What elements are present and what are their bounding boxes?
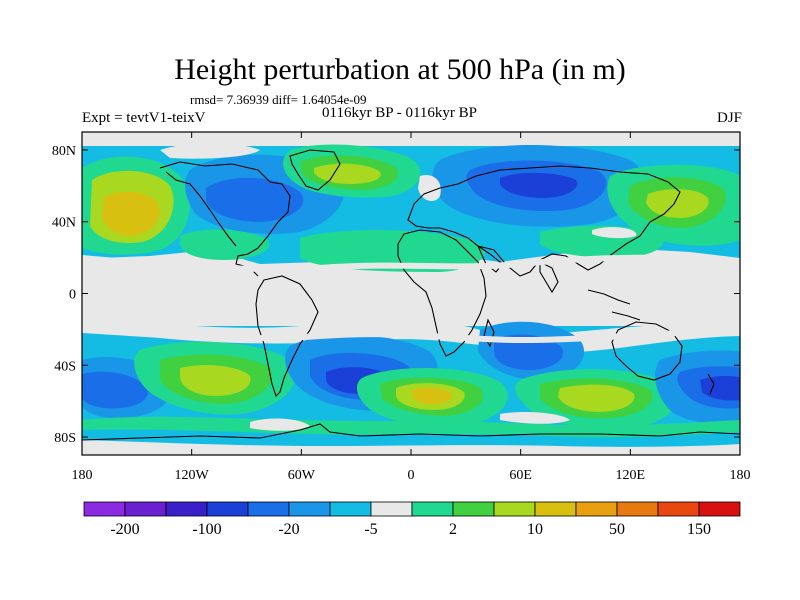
colorbar-box [370,501,413,517]
lat-tick-label: 40N [52,216,76,231]
colorbar-box [206,501,249,517]
lon-tick-label: 60E [509,468,532,483]
rmsd-diff-stats: rmsd= 7.36939 diff= 1.64054e-09 [190,92,367,107]
colorbar-box [247,501,290,517]
colorbar-box [411,501,454,517]
colorbar-tick-label: 150 [687,521,711,538]
colorbar-box [616,501,659,517]
colorbar-box [575,501,618,517]
colorbar-box [329,501,372,517]
lon-tick-label: 120W [175,468,210,483]
colorbar-tick-label: 50 [609,521,625,538]
longitude-axis: 180 120W 60W 0 60E 120E 180 [72,132,751,483]
lat-tick-label: 80N [52,144,76,159]
latitude-axis: 80N 40N 0 40S 80S [52,144,740,446]
experiment-label: Expt = tevtV1-teixV [82,110,206,126]
colorbar-tick-label: -5 [364,521,377,538]
northern-hemisphere-contours [82,143,740,272]
colorbar-box [124,501,167,517]
colorbar-box [657,501,700,517]
colorbar-box [452,501,495,517]
period-subtitle: 0116kyr BP - 0116kyr BP [322,105,478,121]
lat-tick-label: 0 [69,288,76,303]
colorbar-box [493,501,536,517]
lat-tick-label: 80S [54,431,76,446]
colorbar-tick-label: 10 [527,521,543,538]
colorbar-box [165,501,208,517]
plot-title: Height perturbation at 500 hPa (in m) [174,53,626,86]
zero-contour-bands [82,254,740,344]
colorbar-tick-label: -100 [192,521,221,538]
lon-tick-label: 180 [730,468,751,483]
colorbar-box [698,501,741,517]
lon-tick-label: 60W [288,468,316,483]
colorbar-tick-label: -200 [110,521,139,538]
lat-tick-label: 40S [54,359,76,374]
coastlines [82,149,740,441]
lon-tick-label: 120E [616,468,646,483]
colorbar: -200 -100 -20 -5 2 10 50 150 [83,501,741,538]
lon-tick-label: 180 [72,468,93,483]
colorbar-tick-label: 2 [449,521,457,538]
colorbar-box [534,501,577,517]
season-label: DJF [716,110,742,126]
colorbar-tick-label: -20 [278,521,299,538]
colorbar-box [288,501,331,517]
lon-tick-label: 0 [408,468,415,483]
height-perturbation-field [82,132,740,455]
colorbar-box [83,501,126,517]
